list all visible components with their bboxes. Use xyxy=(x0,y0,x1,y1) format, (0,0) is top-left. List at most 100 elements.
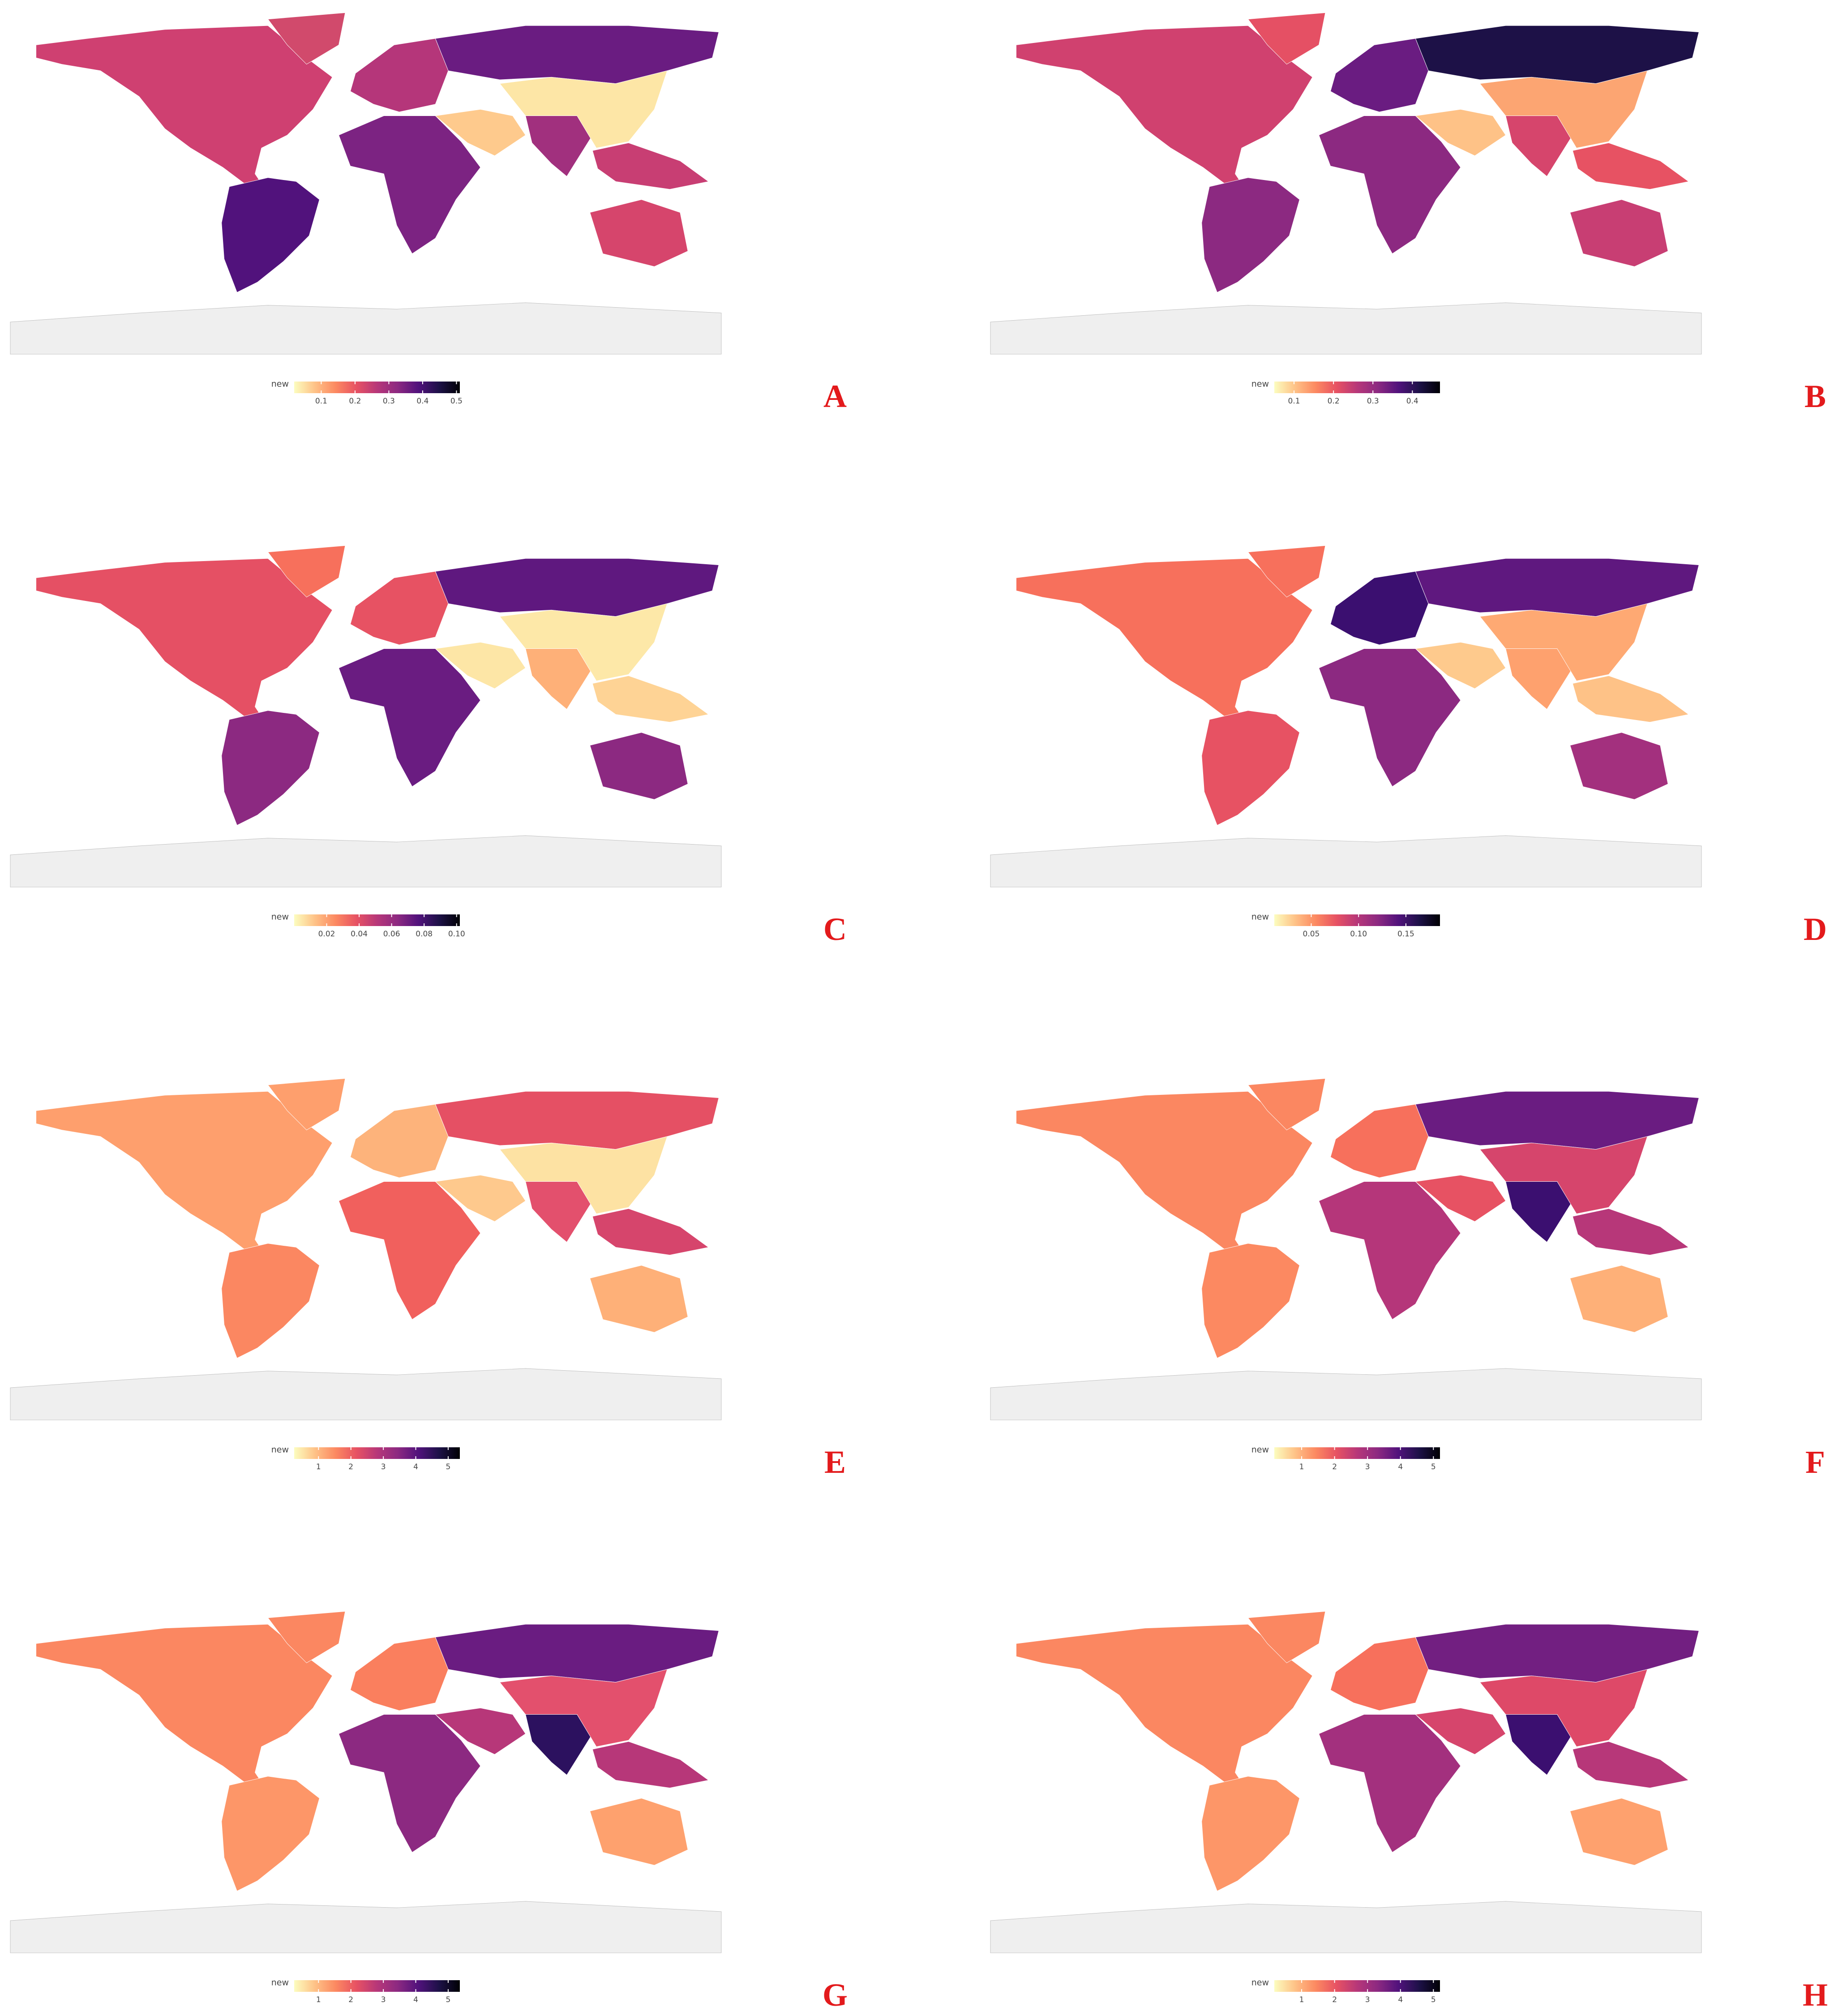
colorbar-tick-label: 3 xyxy=(1365,1995,1370,2004)
region-australia xyxy=(590,1265,688,1333)
legend-title: new xyxy=(271,1445,289,1455)
colorbar-tick-label: 1 xyxy=(1299,1463,1304,1471)
map xyxy=(990,1611,1702,1953)
region-antarctica xyxy=(990,1368,1702,1420)
panel-label: F xyxy=(1805,1444,1825,1480)
region-north-america xyxy=(1016,1624,1313,1793)
region-southeast-asia xyxy=(592,142,709,190)
region-north-america xyxy=(1016,25,1313,194)
region-europe xyxy=(350,1637,449,1711)
colorbar-tick-label: 3 xyxy=(381,1463,386,1471)
region-antarctica xyxy=(990,302,1702,355)
map xyxy=(990,1078,1702,1420)
panel-label: E xyxy=(824,1444,846,1480)
region-south-america xyxy=(1201,1776,1300,1892)
panel: new 1 2 3 4 5 G xyxy=(10,1611,848,2013)
panel-label: G xyxy=(823,1977,848,2013)
colorbar xyxy=(294,1447,460,1459)
region-middle-east xyxy=(1415,642,1506,689)
colorbar-tick-label: 0.2 xyxy=(1328,397,1340,406)
colorbar-tick-label: 0.3 xyxy=(1367,397,1379,406)
region-south-america xyxy=(221,1243,320,1359)
colorbar xyxy=(1274,382,1440,393)
region-africa xyxy=(339,1181,481,1320)
colorbar-tick-label: 0.05 xyxy=(1303,930,1320,939)
panel: new 0.1 0.2 0.3 0.4 B xyxy=(990,12,1826,414)
legend-title: new xyxy=(271,379,289,389)
region-greenland xyxy=(267,1078,346,1131)
colorbar-tick-label: 4 xyxy=(413,1463,418,1471)
region-europe xyxy=(1330,1637,1429,1711)
region-middle-east xyxy=(435,109,526,156)
region-antarctica xyxy=(990,1901,1702,1953)
colorbar-tick-label: 5 xyxy=(1431,1463,1436,1471)
region-east-asia xyxy=(499,1669,668,1747)
region-russia xyxy=(435,558,719,617)
map xyxy=(10,1078,722,1420)
colorbar xyxy=(1274,1980,1440,1992)
colorbar-tick-label: 2 xyxy=(348,1463,353,1471)
colorbar-tick-label: 1 xyxy=(1299,1995,1304,2004)
region-southeast-asia xyxy=(592,675,709,723)
region-east-asia xyxy=(1479,70,1648,149)
panel-label: D xyxy=(1804,911,1827,947)
colorbar-tick-label: 0.10 xyxy=(1350,930,1367,939)
colorbar-tick-label: 2 xyxy=(1332,1463,1337,1471)
region-middle-east xyxy=(1415,109,1506,156)
region-africa xyxy=(1319,648,1461,787)
region-russia xyxy=(1415,1091,1699,1150)
map xyxy=(10,12,722,355)
region-russia xyxy=(1415,25,1699,84)
region-south-america xyxy=(221,177,320,293)
region-north-america xyxy=(36,25,333,194)
colorbar-tick-label: 0.2 xyxy=(349,397,361,406)
panel: new 0.02 0.04 0.06 0.08 0.10 C xyxy=(10,545,847,947)
region-africa xyxy=(339,1714,481,1853)
region-australia xyxy=(1570,1798,1668,1866)
colorbar xyxy=(294,382,460,393)
region-russia xyxy=(1415,1624,1699,1683)
panel-label: C xyxy=(823,911,847,947)
colorbar xyxy=(294,1980,460,1992)
region-australia xyxy=(1570,199,1668,267)
panel: new 1 2 3 4 5 E xyxy=(10,1078,846,1480)
region-australia xyxy=(590,199,688,267)
region-middle-east xyxy=(1415,1707,1506,1755)
colorbar-tick-label: 0.10 xyxy=(448,930,465,939)
region-russia xyxy=(435,25,719,84)
region-australia xyxy=(1570,732,1668,800)
region-africa xyxy=(1319,1714,1461,1853)
colorbar-tick-label: 0.5 xyxy=(450,397,463,406)
region-greenland xyxy=(1247,545,1326,598)
colorbar-tick-label: 3 xyxy=(381,1995,386,2004)
colorbar-tick-label: 4 xyxy=(413,1995,418,2004)
region-southeast-asia xyxy=(1572,675,1689,723)
region-greenland xyxy=(267,12,346,65)
legend-title: new xyxy=(1251,912,1269,922)
map xyxy=(10,1611,722,1953)
region-australia xyxy=(590,732,688,800)
region-greenland xyxy=(267,545,346,598)
region-south-america xyxy=(1201,1243,1300,1359)
region-middle-east xyxy=(435,1707,526,1755)
region-east-asia xyxy=(499,70,668,149)
colorbar xyxy=(294,914,460,926)
region-greenland xyxy=(267,1611,346,1664)
colorbar-tick-label: 0.08 xyxy=(416,930,433,939)
colorbar-tick-label: 1 xyxy=(316,1995,321,2004)
region-south-america xyxy=(1201,177,1300,293)
region-middle-east xyxy=(435,1175,526,1222)
map xyxy=(990,545,1702,888)
colorbar-tick-label: 5 xyxy=(446,1995,451,2004)
region-southeast-asia xyxy=(592,1741,709,1789)
region-middle-east xyxy=(435,642,526,689)
colorbar-tick-label: 5 xyxy=(1431,1995,1436,2004)
region-africa xyxy=(1319,1181,1461,1320)
region-europe xyxy=(1330,38,1429,112)
region-east-asia xyxy=(1479,1136,1648,1214)
colorbar-tick-label: 0.15 xyxy=(1397,930,1414,939)
region-east-asia xyxy=(499,603,668,682)
region-middle-east xyxy=(1415,1175,1506,1222)
colorbar xyxy=(1274,1447,1440,1459)
map xyxy=(990,12,1702,355)
